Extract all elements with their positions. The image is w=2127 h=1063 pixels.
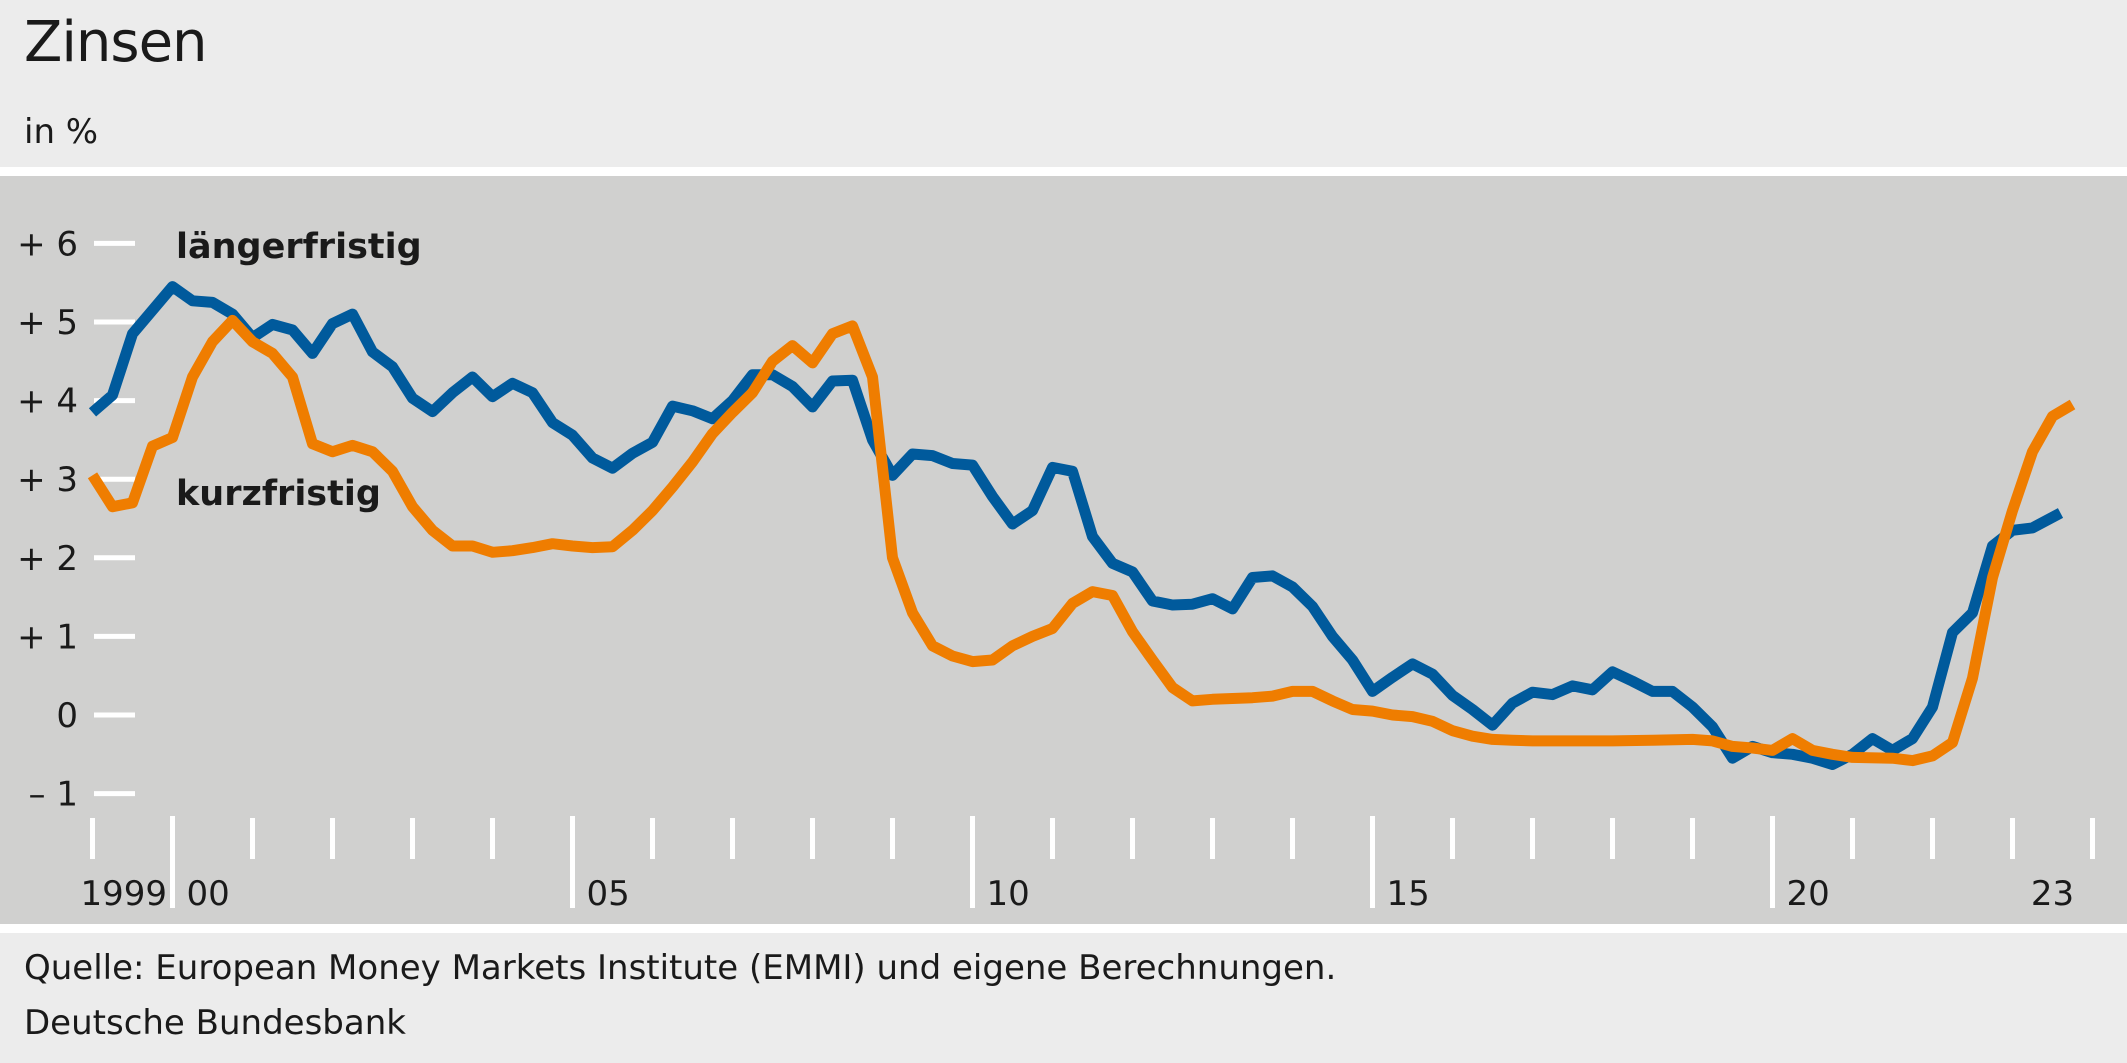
page-title: Zinsen <box>24 10 208 75</box>
y-tick-label: + 6 <box>17 224 78 264</box>
x-axis: 1999 00 05 10 15 20 23 <box>81 816 2095 914</box>
y-tick-label: + 5 <box>17 303 78 343</box>
x-tick-label: 00 <box>187 874 230 914</box>
series-lines <box>87 281 2076 770</box>
y-tick-label: + 1 <box>17 617 78 657</box>
unit-label: in % <box>24 112 99 152</box>
bottom-divider <box>0 924 2127 933</box>
y-tick-label: – 1 <box>29 775 78 815</box>
y-tick-label: 0 <box>56 696 78 736</box>
plot-area <box>0 176 2127 924</box>
series-label-kurzfristig: kurzfristig <box>176 474 381 514</box>
y-axis: + 6 + 5 + 4 + 3 + 2 + 1 0 – 1 <box>17 224 135 815</box>
x-tick-label: 05 <box>587 874 630 914</box>
y-tick-label: + 3 <box>17 460 78 500</box>
series-line-kurzfristig <box>87 314 2076 767</box>
y-tick-label: + 4 <box>17 382 78 422</box>
x-tick-label: 1999 <box>81 874 168 914</box>
top-divider <box>0 167 2127 176</box>
x-tick-label: 15 <box>1387 874 1430 914</box>
series-line-laengerfristig <box>88 281 2064 770</box>
y-tick-label: + 2 <box>17 539 78 579</box>
x-tick-label: 23 <box>2031 874 2074 914</box>
series-label-laengerfristig: längerfristig <box>176 227 422 267</box>
x-tick-label: 10 <box>987 874 1030 914</box>
publisher-note: Deutsche Bundesbank <box>24 1003 406 1043</box>
source-note: Quelle: European Money Markets Institute… <box>24 948 1337 988</box>
x-tick-label: 20 <box>1787 874 1830 914</box>
